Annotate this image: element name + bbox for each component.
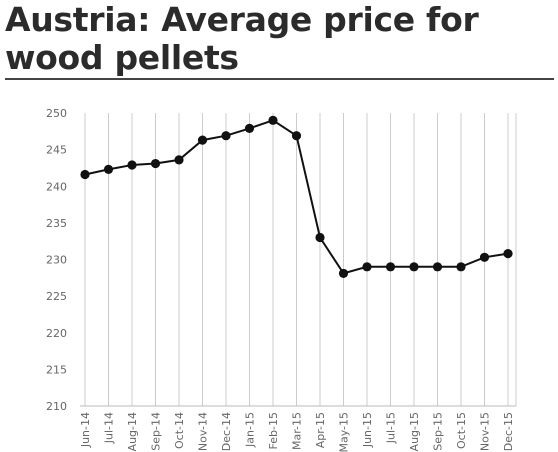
x-tick-jan-15: Jan-15 [244,412,257,448]
data-point-dec-14 [221,131,231,141]
data-points [80,115,513,279]
data-point-oct-15 [456,262,466,272]
x-tick-dec-14: Dec-14 [220,412,233,451]
y-tick-215: 215 [46,363,67,376]
y-tick-labels: 210 215 220 225 230 235 240 245 250 [46,107,67,413]
y-tick-235: 235 [46,217,67,230]
data-point-jun-15 [362,262,372,272]
y-tick-245: 245 [46,144,67,157]
x-tick-may-15: May-15 [338,412,351,452]
data-point-jul-15 [385,262,396,272]
y-tick-250: 250 [46,107,67,120]
x-tick-jul-14: Jul-14 [103,412,116,444]
data-point-dec-15 [503,249,513,259]
x-tick-apr-15: Apr-15 [314,412,327,448]
y-tick-240: 240 [46,180,67,193]
data-point-jun-14 [80,169,90,180]
x-tick-mar-15: Mar-15 [291,412,304,450]
data-point-oct-14 [174,155,184,165]
data-point-apr-15 [315,232,325,243]
data-point-nov-15 [479,252,490,262]
x-tick-jul-15: Jul-15 [385,412,398,444]
chart-title: Austria: Average price for wood pellets [5,0,479,77]
y-tick-220: 220 [46,327,67,340]
data-point-jul-14 [103,164,114,175]
y-tick-230: 230 [46,254,67,267]
x-tick-jun-15: Jun-15 [361,412,374,448]
data-point-jan-15 [244,123,255,133]
x-tick-aug-14: Aug-14 [126,412,139,451]
x-tick-sep-15: Sep-15 [432,412,445,451]
data-point-aug-14 [127,160,137,170]
data-point-sep-15 [432,262,443,272]
x-tick-labels: Jun-14 Jul-14 Aug-14 Sep-14 Oct-14 Nov-14 Dec-… [79,412,515,452]
data-point-may-15 [338,268,349,279]
x-tick-oct-15: Oct-15 [455,412,468,449]
x-tick-jun-14: Jun-14 [79,412,92,448]
x-tick-aug-15: Aug-15 [408,412,421,451]
data-point-feb-15 [268,115,278,125]
data-point-nov-14 [197,135,208,145]
data-point-sep-14 [150,158,161,169]
y-tick-225: 225 [46,290,67,303]
x-tick-nov-15: Nov-15 [479,412,492,451]
x-tick-nov-14: Nov-14 [197,412,210,451]
grid-layer [80,113,517,407]
data-point-aug-15 [409,262,419,272]
data-point-mar-15 [291,131,302,141]
x-tick-feb-15: Feb-15 [267,412,280,449]
x-tick-oct-14: Oct-14 [173,412,186,449]
x-tick-sep-14: Sep-14 [150,412,163,451]
x-tick-dec-15: Dec-15 [502,412,515,451]
y-tick-210: 210 [46,400,67,413]
title-divider [5,78,554,80]
